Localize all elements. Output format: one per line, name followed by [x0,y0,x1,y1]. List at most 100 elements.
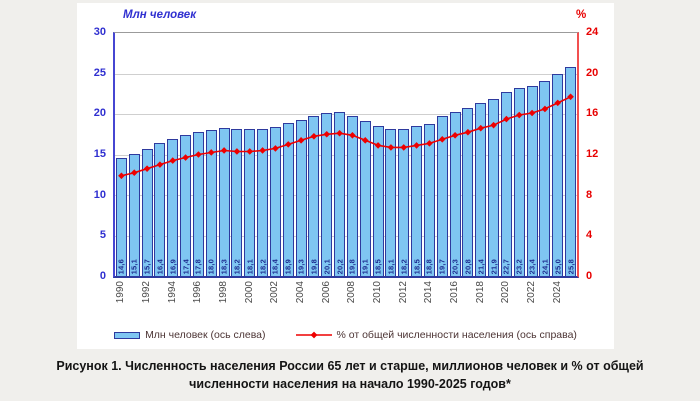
bar-1999: 18,2 [231,128,243,276]
legend-bar-label: Млн человек (ось слева) [145,329,266,341]
right-axis-tick-label: 16 [586,107,599,120]
legend: Млн человек (ось слева) % от общей числе… [77,327,614,343]
bar-2005: 19,8 [308,115,320,276]
bar-1991: 15,1 [128,153,140,276]
bar-value-label: 25,0 [553,258,563,274]
year-label-2014: 2014 [423,281,435,304]
left-axis-title: Млн человек [123,9,197,21]
year-label-1992: 1992 [141,281,153,304]
left-axis-tick-label: 15 [93,148,106,160]
left-axis-tick-label: 25 [93,66,106,79]
bar-value-label: 18,0 [206,258,216,274]
bar-value-label: 14,6 [116,258,126,274]
bar-2019: 21,9 [488,98,500,276]
bar-2016: 20,3 [449,111,461,276]
right-axis-tick-label: 4 [586,229,593,242]
bar-2008: 19,8 [346,115,358,276]
bar-2002: 18,4 [269,126,281,276]
bar-value-label: 18,1 [245,258,255,274]
bar-2017: 20,8 [462,107,474,276]
bar-value-label: 19,7 [437,258,447,274]
bar-2023: 24,1 [539,80,551,276]
year-label-2004: 2004 [295,281,307,304]
right-axis-title: % [576,9,587,21]
bar-2006: 20,1 [321,113,333,276]
bar-value-label: 18,4 [270,258,280,274]
bar-value-label: 21,4 [476,258,486,274]
year-label-1994: 1994 [166,281,178,304]
bar-2018: 21,4 [475,102,487,276]
year-label-2024: 2024 [551,281,563,304]
x-axis-labels: 1990 1992 1994 1996 1998 2000 2002 2004 2006 2008… [113,281,579,317]
year-label-2016: 2016 [449,281,461,304]
bar-value-label: 23,4 [527,258,537,274]
year-label-1998: 1998 [218,281,230,304]
year-label-2012: 2012 [397,281,409,304]
year-label-2018: 2018 [474,281,486,304]
year-label-1990: 1990 [115,281,127,304]
bar-2022: 23,4 [526,86,538,276]
bar-2013: 18,5 [411,126,423,276]
year-label-2022: 2022 [526,281,538,304]
year-label-1996: 1996 [192,281,204,304]
bar-1998: 18,3 [218,127,230,276]
bar-value-label: 18,9 [283,258,293,274]
bar-value-label: 18,8 [424,258,434,274]
bar-series-swatch [114,331,141,339]
plot-area: 14,6 15,1 15,7 16,4 16,9 17,4 17,8 18,0 18,3 18,2… [113,32,579,278]
bar-value-label: 19,8 [347,258,357,274]
bar-2014: 18,8 [423,123,435,276]
bar-value-label: 16,4 [155,258,165,274]
bar-value-label: 15,7 [142,258,152,274]
bar-value-label: 20,2 [335,258,345,274]
bar-2024: 25,0 [552,73,564,276]
right-axis-tick-label: 24 [586,26,599,38]
figure-caption: Рисунок 1. Численность населения России … [0,357,700,393]
bar-value-label: 18,3 [219,258,229,274]
bar-2020: 22,7 [500,92,512,276]
line-series-swatch [295,331,332,339]
bar-2012: 18,2 [398,128,410,276]
bar-2009: 19,1 [359,121,371,276]
bar-1996: 17,8 [192,131,204,276]
right-axis-tick-label: 8 [586,188,593,201]
bar-value-label: 18,2 [232,258,242,274]
bar-value-label: 24,1 [540,258,550,274]
year-label-2000: 2000 [243,281,255,304]
left-axis-tick-label: 20 [93,107,106,120]
bar-1997: 18,0 [205,130,217,276]
bar-value-label: 18,2 [258,258,268,274]
bar-1993: 16,4 [154,143,166,276]
left-axis-tick-label: 0 [99,270,106,282]
bar-value-label: 15,1 [129,258,139,274]
bar-value-label: 19,1 [360,258,370,274]
bar-value-label: 21,9 [489,258,499,274]
year-label-2008: 2008 [346,281,358,304]
bar-value-label: 17,8 [193,258,203,274]
bar-2000: 18,1 [244,129,256,276]
year-label-2002: 2002 [269,281,281,304]
bar-value-label: 22,7 [501,258,511,274]
bar-1995: 17,4 [180,135,192,276]
bar-2007: 20,2 [334,112,346,276]
year-label-2006: 2006 [320,281,332,304]
bar-2011: 18,1 [385,129,397,276]
left-axis-tick-label: 10 [93,188,106,201]
bar-value-label: 17,4 [181,258,191,274]
bar-2025: 25,8 [565,67,577,276]
bar-value-label: 20,3 [450,258,460,274]
bar-2001: 18,2 [257,128,269,276]
year-label-2020: 2020 [500,281,512,304]
bar-value-label: 16,9 [168,258,178,274]
legend-item-line: % от общей численности населения (ось сп… [295,329,577,341]
left-axis-tick-label: 30 [93,26,106,38]
bar-value-label: 18,5 [373,258,383,274]
caption-line-1: Рисунок 1. Численность населения России … [56,359,644,373]
bar-value-label: 20,8 [463,258,473,274]
bar-2015: 19,7 [436,116,448,276]
caption-line-2: численности населения на начало 1990-202… [189,377,511,391]
bar-value-label: 19,8 [309,258,319,274]
gridline [115,195,577,196]
left-axis-tick-label: 5 [99,229,106,242]
